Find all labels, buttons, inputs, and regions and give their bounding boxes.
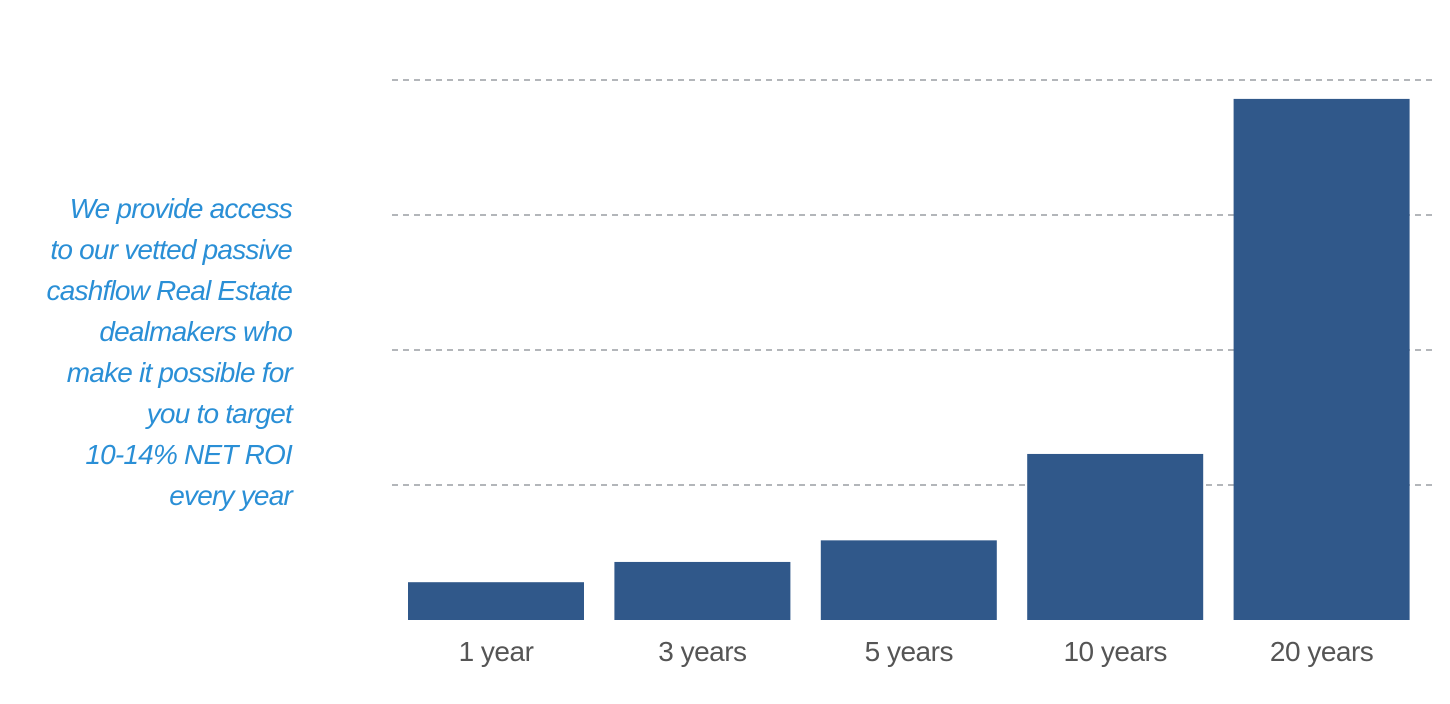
description-line: We provide access xyxy=(69,193,293,224)
description-line: every year xyxy=(169,480,293,511)
bar-20-years xyxy=(1233,98,1410,620)
description-line: make it possible for xyxy=(66,357,293,388)
bar-1-year xyxy=(408,582,584,620)
bar-10-years xyxy=(1027,453,1204,620)
bar-3-years xyxy=(614,561,791,620)
x-tick-label: 1 year xyxy=(459,636,534,667)
x-tick-label: 5 years xyxy=(865,636,953,667)
description-line: dealmakers who xyxy=(99,316,292,347)
description-line: to our vetted passive xyxy=(50,234,292,265)
description-line: 10-14% NET ROI xyxy=(85,439,292,470)
x-tick-label: 10 years xyxy=(1063,636,1166,667)
description-line: cashflow Real Estate xyxy=(46,275,293,306)
x-tick-label: 20 years xyxy=(1270,636,1373,667)
bar-5-years xyxy=(820,540,997,620)
description-text: We provide access to our vetted passive … xyxy=(0,188,293,516)
x-tick-label: 3 years xyxy=(658,636,746,667)
description-line: you to target xyxy=(146,398,293,429)
